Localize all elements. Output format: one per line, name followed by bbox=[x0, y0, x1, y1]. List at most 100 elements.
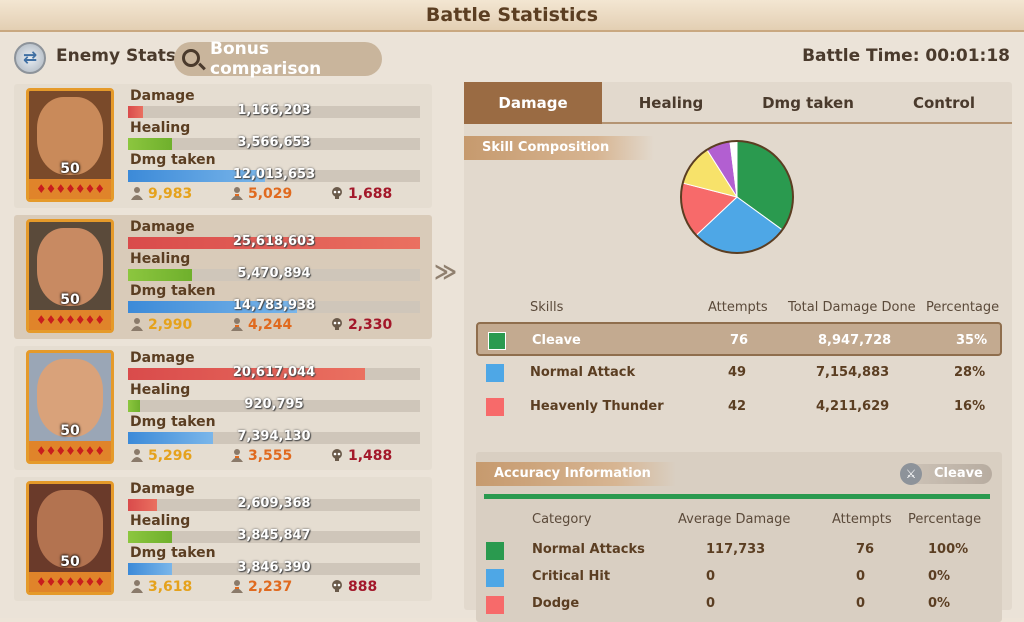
skill-attempts: 49 bbox=[728, 365, 747, 380]
count-b: 2,237 bbox=[230, 579, 292, 595]
dmg-taken-bar: 3,846,390 bbox=[128, 560, 420, 575]
category-attempts: 76 bbox=[856, 542, 875, 557]
accuracy-header: Accuracy Information bbox=[476, 462, 676, 486]
category-avg: 0 bbox=[706, 569, 716, 584]
tab-damage[interactable]: Damage bbox=[464, 82, 602, 124]
category-color-swatch bbox=[486, 596, 504, 614]
skill-row[interactable]: Cleave 76 8,947,728 35% bbox=[476, 322, 1002, 356]
expand-arrow-icon[interactable]: ≫ bbox=[434, 260, 458, 285]
damage-label: Damage bbox=[130, 219, 195, 235]
skill-percentage: 16% bbox=[954, 399, 986, 414]
count-a: 2,990 bbox=[130, 317, 192, 333]
hero-card[interactable]: 50 ♦♦♦♦♦♦♦ Damage 20,617,044 Healing 920… bbox=[14, 346, 432, 470]
dmg-taken-value: 14,783,938 bbox=[232, 298, 316, 313]
accuracy-row: Critical Hit 0 0 0% bbox=[476, 565, 1002, 591]
healing-label: Healing bbox=[130, 382, 191, 398]
damage-value: 2,609,368 bbox=[237, 496, 311, 511]
dmg-taken-label: Dmg taken bbox=[130, 152, 216, 168]
sword-icon: ⚔ bbox=[900, 463, 922, 485]
hero-portrait: 50 ♦♦♦♦♦♦♦ bbox=[26, 350, 114, 464]
hero-level: 50 bbox=[60, 292, 80, 308]
hero-portrait: 50 ♦♦♦♦♦♦♦ bbox=[26, 219, 114, 333]
top-toolbar: ⇄ Enemy Stats Bonus comparison Battle Ti… bbox=[14, 39, 1010, 79]
hero-card[interactable]: 50 ♦♦♦♦♦♦♦ Damage 25,618,603 Healing 5,4… bbox=[14, 215, 432, 339]
dmg-taken-label: Dmg taken bbox=[130, 545, 216, 561]
window-title: Battle Statistics bbox=[0, 0, 1024, 32]
category-name: Dodge bbox=[532, 596, 580, 611]
pie-outline bbox=[680, 140, 794, 254]
enemy-stats-label: Enemy Stats bbox=[56, 46, 177, 66]
count-b: 5,029 bbox=[230, 186, 292, 202]
skill-total: 8,947,728 bbox=[818, 333, 892, 348]
skill-total: 7,154,883 bbox=[816, 365, 890, 380]
skill-attempts: 42 bbox=[728, 399, 747, 414]
hero-portrait: 50 ♦♦♦♦♦♦♦ bbox=[26, 481, 114, 595]
count-c: 1,488 bbox=[330, 448, 392, 464]
count-b: 3,555 bbox=[230, 448, 292, 464]
skill-name: Cleave bbox=[532, 333, 581, 348]
stats-panel: Damage Healing Dmg taken Control Skill C… bbox=[464, 82, 1012, 622]
count-b: 4,244 bbox=[230, 317, 292, 333]
dmg-taken-bar: 14,783,938 bbox=[128, 298, 420, 313]
tab-dmg-taken[interactable]: Dmg taken bbox=[762, 94, 854, 112]
count-a: 5,296 bbox=[130, 448, 192, 464]
wounded-icon bbox=[230, 448, 244, 462]
healing-bar: 5,470,894 bbox=[128, 266, 420, 281]
skill-row[interactable]: Heavenly Thunder 42 4,211,629 16% bbox=[476, 390, 1002, 424]
damage-value: 20,617,044 bbox=[232, 365, 316, 380]
hero-counts: 3,618 2,237 888 bbox=[130, 579, 430, 597]
damage-bar: 20,617,044 bbox=[128, 365, 420, 380]
damage-label: Damage bbox=[130, 481, 195, 497]
skill-name: Heavenly Thunder bbox=[530, 399, 664, 414]
healing-bar: 3,566,653 bbox=[128, 135, 420, 150]
hero-level: 50 bbox=[60, 554, 80, 570]
hero-stars: ♦♦♦♦♦♦♦ bbox=[29, 572, 111, 592]
soldier-icon bbox=[130, 186, 144, 200]
damage-bar: 1,166,203 bbox=[128, 103, 420, 118]
count-c: 888 bbox=[330, 579, 377, 595]
tab-control[interactable]: Control bbox=[912, 94, 975, 112]
dmg-taken-bar: 12,013,653 bbox=[128, 167, 420, 182]
bonus-comparison-label: Bonus comparison bbox=[210, 39, 322, 79]
hero-counts: 5,296 3,555 1,488 bbox=[130, 448, 430, 466]
swap-icon: ⇄ bbox=[22, 48, 38, 68]
skill-percentage: 28% bbox=[954, 365, 986, 380]
damage-bar: 2,609,368 bbox=[128, 496, 420, 511]
healing-label: Healing bbox=[130, 513, 191, 529]
hero-stars: ♦♦♦♦♦♦♦ bbox=[29, 310, 111, 330]
hero-portrait: 50 ♦♦♦♦♦♦♦ bbox=[26, 88, 114, 202]
damage-bar: 25,618,603 bbox=[128, 234, 420, 249]
selected-skill-label: Cleave bbox=[934, 466, 983, 481]
dmg-taken-label: Dmg taken bbox=[130, 283, 216, 299]
col-acc-percentage: Percentage bbox=[908, 512, 982, 527]
category-percentage: 100% bbox=[928, 542, 969, 557]
hero-counts: 9,983 5,029 1,688 bbox=[130, 186, 430, 204]
accuracy-row: Dodge 0 0 0% bbox=[476, 592, 1002, 618]
dmg-taken-value: 7,394,130 bbox=[237, 429, 311, 444]
category-percentage: 0% bbox=[928, 569, 951, 584]
col-acc-attempts: Attempts bbox=[832, 512, 892, 527]
swap-side-button[interactable]: ⇄ bbox=[14, 42, 46, 74]
soldier-icon bbox=[130, 448, 144, 462]
skull-icon bbox=[330, 448, 344, 462]
selected-skill-pill[interactable]: ⚔ Cleave bbox=[900, 463, 992, 485]
count-a: 3,618 bbox=[130, 579, 192, 595]
tab-healing[interactable]: Healing bbox=[638, 94, 704, 112]
category-color-swatch bbox=[486, 542, 504, 560]
skill-row[interactable]: Normal Attack 49 7,154,883 28% bbox=[476, 356, 1002, 390]
skull-icon bbox=[330, 579, 344, 593]
bonus-comparison-button[interactable]: Bonus comparison bbox=[174, 39, 382, 79]
healing-value: 5,470,894 bbox=[237, 266, 311, 281]
skull-icon bbox=[330, 186, 344, 200]
hero-face bbox=[37, 359, 103, 437]
hero-card[interactable]: 50 ♦♦♦♦♦♦♦ Damage 1,166,203 Healing 3,56… bbox=[14, 84, 432, 208]
category-name: Critical Hit bbox=[532, 569, 611, 584]
col-category: Category bbox=[532, 512, 592, 527]
hero-stars: ♦♦♦♦♦♦♦ bbox=[29, 441, 111, 461]
hero-card[interactable]: 50 ♦♦♦♦♦♦♦ Damage 2,609,368 Healing 3,84… bbox=[14, 477, 432, 601]
damage-value: 1,166,203 bbox=[237, 103, 311, 118]
dmg-taken-bar: 7,394,130 bbox=[128, 429, 420, 444]
wounded-icon bbox=[230, 317, 244, 331]
hero-level: 50 bbox=[60, 161, 80, 177]
col-percentage: Percentage bbox=[926, 300, 1000, 315]
